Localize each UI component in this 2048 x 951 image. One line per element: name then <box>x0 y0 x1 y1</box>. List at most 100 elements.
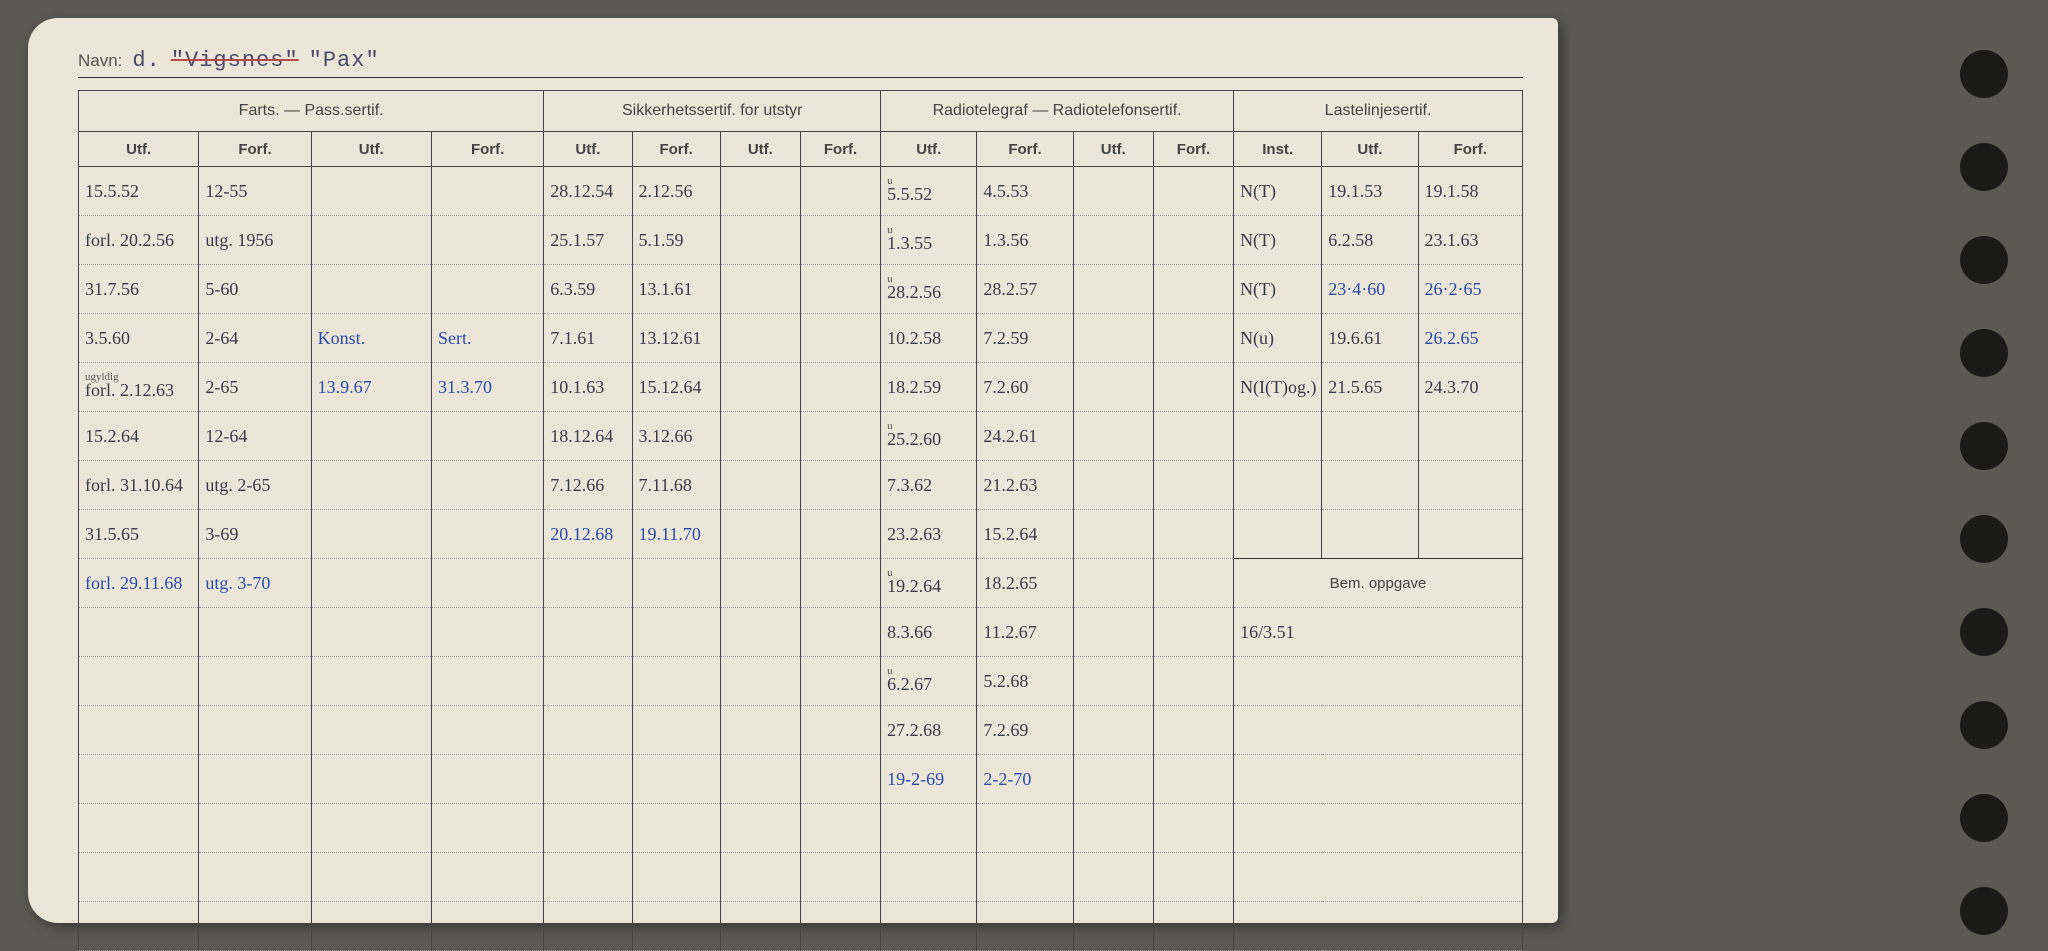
col-forf: Forf. <box>1418 132 1522 167</box>
cell <box>1153 265 1233 314</box>
cell <box>720 657 800 706</box>
cell: 23.1.63 <box>1418 216 1522 265</box>
navn-row: Navn: d. "Vigsnes" "Pax" <box>78 48 1523 78</box>
cell: 7.2.69 <box>977 706 1073 755</box>
cell <box>544 559 632 608</box>
cell <box>544 853 632 902</box>
cell <box>311 755 431 804</box>
group-radio: Radiotelegraf — Radiotelefonsertif. <box>881 91 1234 132</box>
cell <box>1073 706 1153 755</box>
cell: 4.5.53 <box>977 167 1073 216</box>
navn-value: "Pax" <box>309 48 380 73</box>
cell: Konst. <box>311 314 431 363</box>
bem-cell: 16/3.51 <box>1234 608 1523 657</box>
cell: 6.2.58 <box>1322 216 1418 265</box>
cell: 5.2.68 <box>977 657 1073 706</box>
cell <box>1153 902 1233 951</box>
cell <box>720 559 800 608</box>
cell <box>199 657 311 706</box>
cell <box>1073 657 1153 706</box>
cell <box>79 853 199 902</box>
cell <box>800 314 880 363</box>
cell: 8.3.66 <box>881 608 977 657</box>
sub-header-row: Utf. Forf. Utf. Forf. Utf. Forf. Utf. Fo… <box>79 132 1523 167</box>
cell: forl. 29.11.68 <box>79 559 199 608</box>
cell <box>720 902 800 951</box>
cell: 28.12.54 <box>544 167 632 216</box>
table-row <box>79 804 1523 853</box>
bem-header: Bem. oppgave <box>1234 559 1523 608</box>
table-row: 19-2-692-2-70 <box>79 755 1523 804</box>
cell: 7.12.66 <box>544 461 632 510</box>
cell: 18.2.59 <box>881 363 977 412</box>
cell <box>800 510 880 559</box>
table-row: 15.5.5212-5528.12.542.12.56u5.5.524.5.53… <box>79 167 1523 216</box>
cell: 24.2.61 <box>977 412 1073 461</box>
col-utf: Utf. <box>1073 132 1153 167</box>
cell: 28.2.57 <box>977 265 1073 314</box>
table-row: 3.5.602-64Konst.Sert.7.1.6113.12.6110.2.… <box>79 314 1523 363</box>
cell <box>1322 412 1418 461</box>
cell <box>881 853 977 902</box>
cell: 19.1.58 <box>1418 167 1522 216</box>
cell: 24.3.70 <box>1418 363 1522 412</box>
cell: 7.3.62 <box>881 461 977 510</box>
table-row <box>79 853 1523 902</box>
cell <box>977 804 1073 853</box>
cell <box>311 265 431 314</box>
cell <box>431 657 543 706</box>
col-utf: Utf. <box>311 132 431 167</box>
cell <box>199 853 311 902</box>
cell: 5-60 <box>199 265 311 314</box>
cell: u25.2.60 <box>881 412 977 461</box>
cell <box>1073 510 1153 559</box>
cell: 6.3.59 <box>544 265 632 314</box>
cell <box>544 657 632 706</box>
cell <box>79 657 199 706</box>
cell: forl. 31.10.64 <box>79 461 199 510</box>
cell: 13.12.61 <box>632 314 720 363</box>
cell: 15.2.64 <box>79 412 199 461</box>
cell: ugyldigforl. 2.12.63 <box>79 363 199 412</box>
col-utf: Utf. <box>79 132 199 167</box>
cell <box>1153 657 1233 706</box>
hole <box>1960 515 2008 563</box>
cell <box>311 657 431 706</box>
cell: 31.3.70 <box>431 363 543 412</box>
cell <box>431 706 543 755</box>
cell: utg. 2-65 <box>199 461 311 510</box>
cell: 2-64 <box>199 314 311 363</box>
cell <box>431 853 543 902</box>
cell: 3.5.60 <box>79 314 199 363</box>
cell: 2-2-70 <box>977 755 1073 804</box>
cell: u1.3.55 <box>881 216 977 265</box>
cell: 18.2.65 <box>977 559 1073 608</box>
cell: 7.1.61 <box>544 314 632 363</box>
cell <box>1073 314 1153 363</box>
hole <box>1960 236 2008 284</box>
cell: 3.12.66 <box>632 412 720 461</box>
cell <box>1153 167 1233 216</box>
cell <box>311 412 431 461</box>
cell: 10.1.63 <box>544 363 632 412</box>
cell: N(T) <box>1234 265 1322 314</box>
cell <box>632 755 720 804</box>
cell: 2-65 <box>199 363 311 412</box>
cell: 26.2.65 <box>1418 314 1522 363</box>
col-forf: Forf. <box>800 132 880 167</box>
cell <box>1153 608 1233 657</box>
cell <box>800 216 880 265</box>
cell: 31.5.65 <box>79 510 199 559</box>
cell <box>632 706 720 755</box>
cell <box>311 461 431 510</box>
cell: u28.2.56 <box>881 265 977 314</box>
col-forf: Forf. <box>431 132 543 167</box>
col-forf: Forf. <box>632 132 720 167</box>
col-utf: Utf. <box>1322 132 1418 167</box>
cell <box>1073 853 1153 902</box>
cell <box>1153 853 1233 902</box>
cell: 13.9.67 <box>311 363 431 412</box>
table-row: 27.2.687.2.69 <box>79 706 1523 755</box>
cell <box>1153 559 1233 608</box>
cell: u6.2.67 <box>881 657 977 706</box>
